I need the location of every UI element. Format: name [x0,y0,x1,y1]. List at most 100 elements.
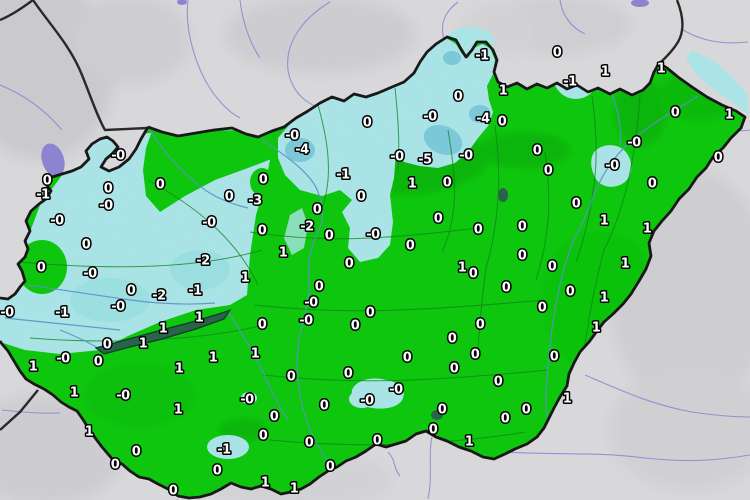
station-value: 0 [315,280,324,295]
station-value: -0 [83,267,97,282]
station-value: -0 [459,149,473,164]
station-value: 1 [657,62,666,77]
station-value: 0 [111,458,120,473]
station-value: 0 [518,249,527,264]
station-value: -0 [389,383,403,398]
station-value: 0 [259,173,268,188]
station-value: 0 [450,362,459,377]
station-value: 1 [261,476,270,491]
station-value: -0 [304,296,318,311]
station-value: 0 [104,182,113,197]
station-value: 1 [600,214,609,229]
station-value: 1 [85,425,94,440]
station-value: -3 [248,194,262,209]
station-value: 0 [714,151,723,166]
station-value: 0 [305,436,314,451]
station-value: 0 [502,281,511,296]
station-value: -0 [390,150,404,165]
station-value: 1 [279,246,288,261]
station-value: 0 [429,423,438,438]
station-value: -4 [295,143,309,158]
station-value: 0 [82,238,91,253]
station-value: 1 [465,435,474,450]
station-value: 0 [434,212,443,227]
station-value: 0 [438,403,447,418]
station-value: -0 [285,129,299,144]
station-value: 0 [518,220,527,235]
station-value: -1 [336,168,350,183]
station-value: 1 [290,482,299,497]
station-value: 1 [643,222,652,237]
station-value: 0 [454,90,463,105]
station-value: -0 [423,110,437,125]
station-value: -0 [111,300,125,315]
station-value: 0 [169,484,178,499]
station-value: 0 [572,197,581,212]
station-value: 0 [156,178,165,193]
station-value: 0 [469,267,478,282]
station-value: 0 [566,285,575,300]
station-value: 1 [195,311,204,326]
station-value: 0 [548,260,557,275]
station-value: 0 [476,318,485,333]
station-value: 1 [139,337,148,352]
station-value: 1 [725,108,734,123]
station-value: -4 [476,112,490,127]
station-value: 1 [499,84,508,99]
station-value: -0 [627,136,641,151]
station-value: 0 [287,370,296,385]
station-value: 0 [351,319,360,334]
station-value: 1 [563,392,572,407]
station-value: 1 [621,257,630,272]
station-value: 1 [251,347,260,362]
station-value: -1 [475,49,489,64]
station-value: 0 [494,375,503,390]
station-value: 0 [94,355,103,370]
station-value: 0 [270,410,279,425]
station-value: -1 [36,188,50,203]
station-value: 0 [522,403,531,418]
station-value: -1 [563,75,577,90]
station-value: -0 [56,352,70,367]
station-value: -0 [111,149,125,164]
station-value: 1 [408,177,417,192]
station-value: -0 [605,159,619,174]
station-value: 0 [132,445,141,460]
station-value: 0 [225,190,234,205]
station-value: 0 [213,464,222,479]
station-value: 0 [544,164,553,179]
station-value: 1 [209,351,218,366]
station-value: 0 [259,429,268,444]
station-value: -1 [55,306,69,321]
station-value: 0 [671,106,680,121]
station-value: -0 [99,199,113,214]
station-value: 1 [600,291,609,306]
station-value: 0 [648,177,657,192]
station-value: 0 [533,144,542,159]
station-value: 1 [174,403,183,418]
station-value: -5 [418,153,432,168]
station-value: -0 [299,314,313,329]
station-value: 0 [471,348,480,363]
station-value: 0 [501,412,510,427]
station-value: 0 [403,351,412,366]
station-value: 1 [241,271,250,286]
station-value: 1 [592,321,601,336]
station-value: 1 [70,386,79,401]
station-value: -0 [0,306,14,321]
station-value: 1 [29,360,38,375]
station-value: 0 [345,257,354,272]
station-value: -2 [152,289,165,304]
station-value: 0 [498,115,507,130]
station-value: 0 [43,174,52,189]
station-value: 0 [320,399,329,414]
station-value: -0 [360,394,374,409]
station-value: -0 [116,389,130,404]
station-value: -0 [366,228,380,243]
station-value: 0 [313,203,322,218]
station-value: 0 [325,229,334,244]
station-value: 0 [538,301,547,316]
